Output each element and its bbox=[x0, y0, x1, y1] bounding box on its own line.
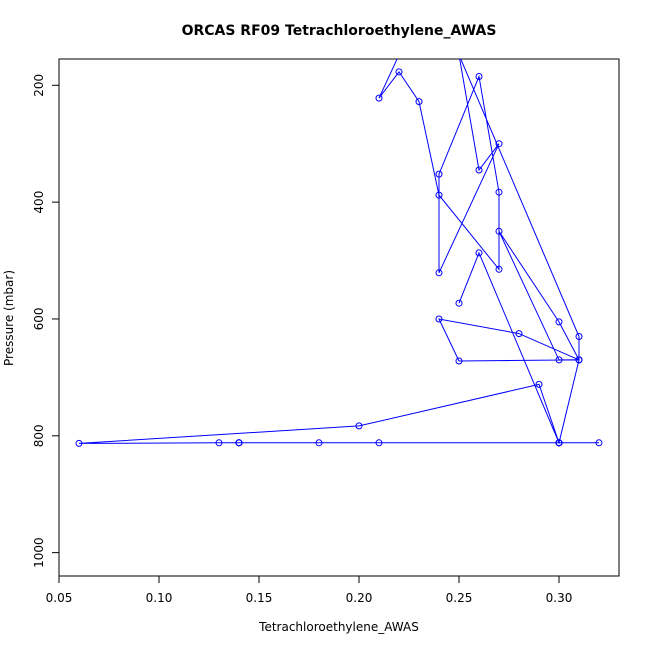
data-point bbox=[555, 318, 563, 326]
chart-title: ORCAS RF09 Tetrachloroethylene_AWAS bbox=[182, 23, 497, 39]
y-axis-label: Pressure (mbar) bbox=[2, 270, 16, 366]
data-point bbox=[555, 356, 563, 364]
data-point bbox=[595, 439, 603, 447]
x-tick-label: 0.15 bbox=[246, 591, 273, 605]
data-point bbox=[475, 249, 483, 257]
data-point bbox=[435, 170, 443, 178]
y-tick-label: 200 bbox=[32, 74, 46, 97]
y-tick-label: 800 bbox=[32, 424, 46, 447]
data-point bbox=[455, 299, 463, 307]
data-point bbox=[455, 357, 463, 365]
data-point bbox=[315, 439, 323, 447]
x-tick-label: 0.25 bbox=[446, 591, 473, 605]
data-point bbox=[555, 439, 563, 447]
y-axis: 200 400 600 800 1000 bbox=[32, 74, 60, 568]
y-tick-label: 1000 bbox=[32, 537, 46, 568]
data-point bbox=[535, 380, 543, 388]
data-point bbox=[415, 98, 423, 106]
y-tick-label: 600 bbox=[32, 308, 46, 331]
data-point bbox=[475, 73, 483, 80]
data-point bbox=[355, 422, 363, 430]
x-tick-label: 0.20 bbox=[346, 591, 373, 605]
series-layer bbox=[75, 59, 603, 447]
data-point bbox=[475, 166, 483, 174]
data-point bbox=[435, 191, 443, 199]
x-tick-label: 0.10 bbox=[146, 591, 173, 605]
y-tick-label: 400 bbox=[32, 191, 46, 214]
data-point bbox=[495, 188, 503, 196]
data-point bbox=[435, 269, 443, 277]
data-point bbox=[375, 439, 383, 447]
data-point bbox=[395, 68, 403, 76]
data-point bbox=[435, 315, 443, 323]
data-point bbox=[575, 333, 583, 340]
plot-frame bbox=[58, 58, 620, 577]
data-point bbox=[515, 330, 523, 338]
data-point bbox=[575, 356, 583, 364]
data-point bbox=[375, 94, 383, 102]
x-axis-label: Tetrachloroethylene_AWAS bbox=[258, 620, 419, 634]
x-tick-label: 0.05 bbox=[46, 591, 73, 605]
data-point bbox=[235, 439, 243, 447]
data-point bbox=[495, 140, 503, 148]
data-point bbox=[495, 227, 503, 235]
data-point bbox=[75, 439, 83, 447]
data-point bbox=[495, 265, 503, 273]
series-line bbox=[78, 59, 599, 445]
x-tick-label: 0.30 bbox=[546, 591, 573, 605]
x-axis: 0.05 0.10 0.15 0.20 0.25 0.30 bbox=[46, 575, 573, 605]
data-point bbox=[215, 439, 223, 447]
